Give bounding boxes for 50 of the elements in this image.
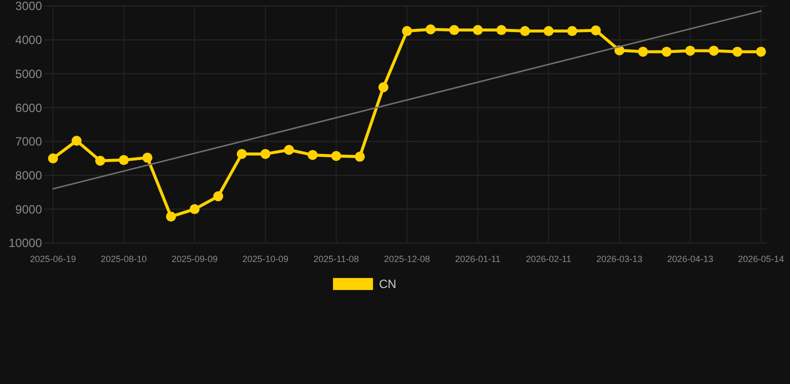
y-tick-label: 5000: [15, 66, 42, 81]
point: [544, 26, 554, 36]
x-tick-label: 2026-05-14: [738, 254, 784, 264]
y-tick-label: 9000: [15, 202, 42, 216]
y-tick-label: 6000: [15, 100, 42, 115]
point: [662, 46, 672, 57]
point: [426, 24, 436, 34]
point: [708, 46, 719, 56]
x-tick-label: 2025-08-10: [100, 254, 147, 264]
x-tick-label: 2025-10-09: [242, 254, 288, 264]
point: [190, 204, 200, 214]
point: [449, 25, 460, 36]
y-tick-label: 7000: [15, 134, 42, 149]
point: [142, 152, 152, 163]
y-tick-label: 3000: [15, 0, 42, 14]
point: [72, 136, 82, 146]
point: [567, 26, 578, 36]
point: [260, 148, 270, 159]
x-tick-label: 2026-04-13: [667, 254, 714, 264]
x-tick-label: 2025-09-09: [172, 254, 218, 264]
x-tick-label: 2025-12-08: [384, 254, 430, 264]
x-tick-label: 2026-03-13: [596, 254, 642, 264]
point: [638, 46, 648, 57]
point: [118, 155, 129, 166]
point: [95, 156, 106, 166]
point: [732, 46, 742, 57]
point: [496, 25, 506, 36]
x-tick-label: 2025-06-19: [30, 254, 76, 264]
point: [166, 212, 176, 222]
point: [520, 26, 530, 36]
x-tick-label: 2025-11-08: [314, 254, 359, 264]
point: [354, 152, 365, 162]
point: [213, 191, 224, 202]
point: [308, 150, 318, 160]
legend-label: CN: [379, 277, 396, 292]
y-tick-label: 4000: [15, 33, 42, 48]
point: [590, 25, 601, 36]
point: [284, 144, 294, 155]
point: [402, 26, 412, 36]
point: [331, 150, 342, 161]
point: [685, 46, 696, 56]
point: [472, 25, 483, 36]
x-tick-label: 2026-02-11: [526, 254, 572, 264]
y-tick-label: 8000: [15, 168, 42, 182]
point: [756, 46, 766, 57]
x-tick-label: 2026-01-11: [455, 254, 500, 264]
point: [378, 82, 388, 92]
y-tick-label: 10000: [8, 236, 42, 250]
point: [48, 153, 58, 164]
point: [236, 148, 247, 159]
